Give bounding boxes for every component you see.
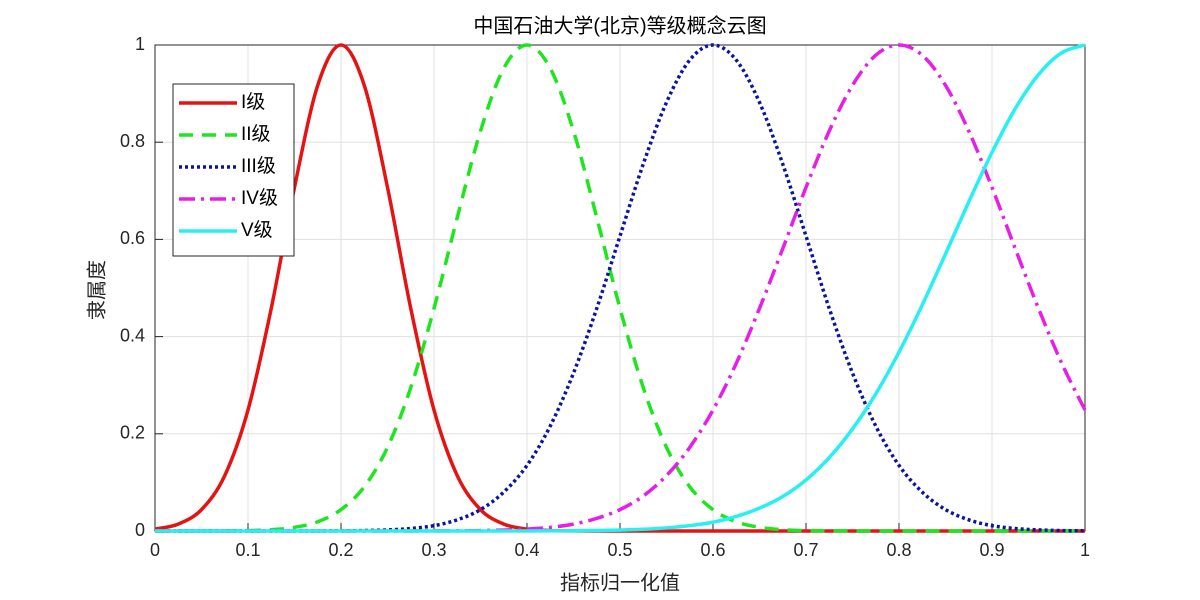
- x-tick-label: 0.5: [607, 540, 632, 560]
- legend-label: I级: [241, 91, 265, 113]
- y-axis-label: 隶属度: [85, 260, 108, 320]
- x-tick-label: 0: [150, 540, 160, 560]
- x-axis-label: 指标归一化值: [560, 571, 680, 594]
- x-tick-label: 0.2: [328, 540, 353, 560]
- x-tick-label: 0.4: [514, 540, 539, 560]
- series-line: [155, 43, 1086, 533]
- legend-label: V级: [241, 219, 273, 241]
- x-tick-label: 0.3: [421, 540, 446, 560]
- legend-label: IV级: [241, 187, 278, 209]
- chart-title: 中国石油大学(北京)等级概念云图: [473, 13, 766, 37]
- legend-label: III级: [241, 155, 276, 177]
- x-tick-label: 0.1: [235, 540, 260, 560]
- y-tick-label: 0.2: [120, 423, 145, 443]
- x-tick-label: 0.9: [979, 540, 1004, 560]
- legend-box: [172, 83, 295, 257]
- y-tick-label: 1: [135, 34, 145, 54]
- series-line: [154, 43, 1085, 533]
- legend: I级 II级 III级 IV级 V级: [172, 83, 295, 257]
- y-tick-label: 0.6: [120, 228, 145, 248]
- x-tick-label: 0.6: [700, 540, 725, 560]
- y-tick-label: 0.8: [120, 131, 145, 151]
- x-tick-label: 0.7: [793, 540, 818, 560]
- legend-label: II级: [241, 123, 271, 145]
- y-tick-label: 0: [135, 520, 145, 540]
- x-tick-label: 1: [1080, 540, 1090, 560]
- x-tick-label: 0.8: [886, 540, 911, 560]
- y-tick-label: 0.4: [120, 325, 145, 345]
- series-line: [155, 43, 1086, 533]
